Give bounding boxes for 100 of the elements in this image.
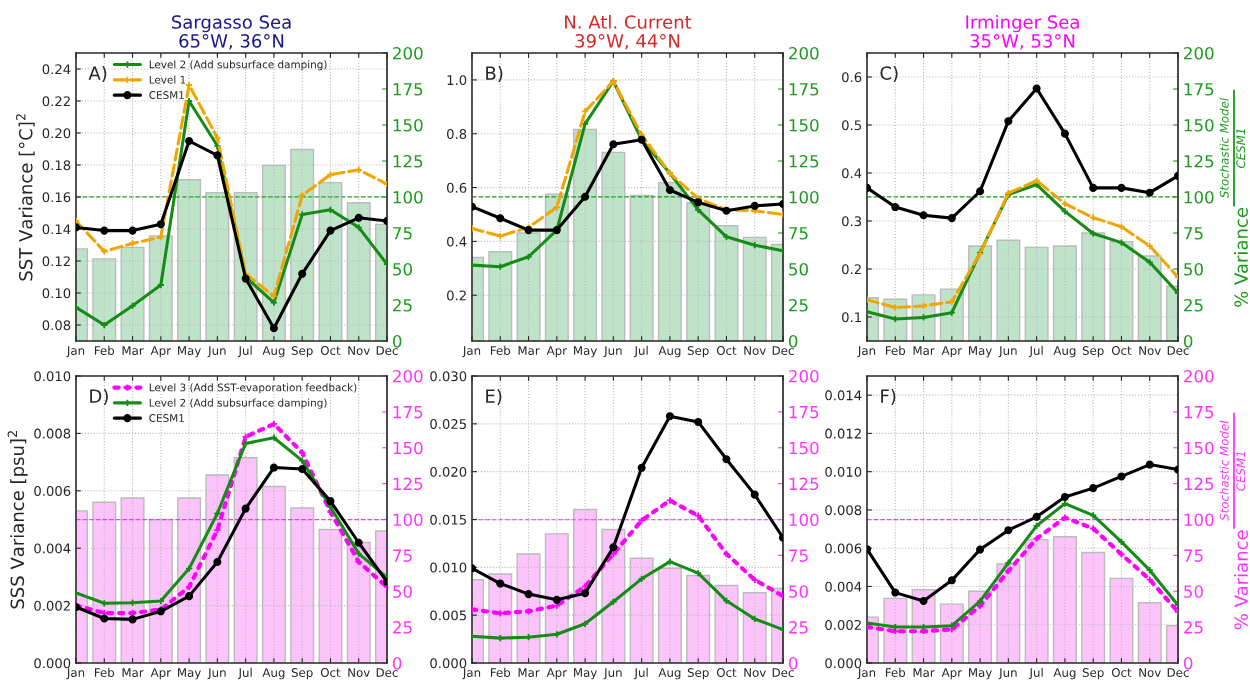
y-tick-label: 0.1 [842, 312, 861, 323]
x-tick-label: Apr [546, 346, 568, 358]
y2-tick-label: 0 [392, 656, 402, 670]
y2-tick-label: 200 [393, 46, 423, 60]
y-tick-label: 0.008 [825, 505, 862, 516]
x-tick-label: Mar [122, 346, 144, 355]
y2-tick-label: 125 [789, 154, 819, 168]
y2-tick-label: 75 [1184, 227, 1203, 240]
x-tick-label: Mar [122, 668, 144, 677]
y-tick-label: 0.012 [825, 428, 861, 439]
x-tick-label: Aug [658, 346, 681, 358]
x-tick-label: Oct [1111, 346, 1132, 355]
y2-tick-label: 200 [1184, 46, 1214, 60]
y2-tick-label: 100 [393, 513, 423, 527]
y2-tick-label: 100 [393, 190, 423, 204]
x-tick-label: May [574, 668, 597, 680]
text: Stochastic Model [1219, 97, 1229, 199]
x-tick-label: Jan [462, 346, 481, 358]
y2-tick-label: 100 [789, 190, 819, 204]
x-tick-label: Oct [716, 668, 737, 677]
x-tick-label: Jul [1028, 345, 1043, 358]
text: CESM1 [1236, 452, 1246, 491]
legend-label: CESM1 [149, 414, 184, 422]
y2-tick-label: 125 [1184, 154, 1214, 168]
y-tick-label: 0.6 [842, 72, 862, 83]
x-tick-label: Oct [1111, 668, 1132, 677]
y2-tick-label: 100 [1184, 190, 1214, 204]
y2-tick-label: 0 [1183, 656, 1193, 670]
x-tick-label: Aug [1053, 668, 1076, 680]
y2-tick-label: 150 [393, 441, 423, 455]
x-tick-label: Jun [207, 346, 226, 358]
x-tick-label: Feb [94, 667, 115, 677]
y-tick-label: 0.16 [42, 192, 71, 203]
x-tick-label: May [178, 346, 201, 358]
text: CESM1 [1236, 129, 1246, 168]
y2-tick-label: 150 [789, 118, 819, 132]
y-tick-label: 0.5 [842, 120, 861, 131]
y2-tick-label: 175 [393, 83, 423, 96]
x-tick-label: Sep [291, 346, 313, 358]
y2-tick-label: 25 [1184, 298, 1203, 312]
x-tick-label: Jan [857, 668, 876, 680]
x-tick-label: Mar [913, 668, 935, 677]
x-tick-label: Jul [237, 667, 252, 680]
y-tick-label: 0.6 [447, 182, 467, 193]
y2-tick-label: 200 [1184, 369, 1214, 383]
y-tick-label: 0.004 [825, 581, 862, 592]
x-tick-label: Apr [150, 668, 172, 680]
x-tick-label: Jun [207, 668, 226, 680]
x-tick-label: Jul [237, 345, 252, 358]
chart-title: N. Atl. Current 39°W, 44°N [565, 14, 692, 50]
y2-tick-label: 100 [1184, 513, 1214, 527]
x-tick-label: Mar [913, 346, 935, 355]
x-tick-label: Sep [1082, 346, 1104, 358]
x-tick-label: Apr [941, 346, 963, 358]
y2-tick-label: 0 [392, 334, 402, 348]
y-tick-label: 0.08 [42, 320, 71, 331]
x-tick-label: Jun [998, 346, 1017, 358]
x-tick-label: Jun [998, 668, 1017, 680]
y2-tick-label: 125 [1184, 477, 1214, 491]
y2-tick-label: 125 [393, 477, 423, 491]
y2-tick-label: 125 [789, 477, 819, 491]
x-tick-label: Jan [857, 346, 876, 358]
y2-tick-label: 0 [1183, 334, 1193, 348]
y-tick-label: 0.2 [842, 264, 861, 275]
x-tick-label: Jul [633, 667, 648, 680]
legend-label: Level 1 [149, 75, 186, 84]
y2-axis-title: % Variance [1233, 207, 1248, 307]
y2-tick-label: 50 [789, 585, 808, 598]
chart-title: Irminger Sea 35°W, 53°N [966, 14, 1079, 50]
x-tick-label: Sep [687, 668, 709, 680]
y2-tick-label: 25 [1184, 621, 1203, 634]
y-tick-label: 0.000 [825, 658, 862, 669]
y2-tick-label: 150 [393, 118, 423, 132]
y-tick-label: 0.030 [430, 371, 467, 382]
y-tick-label: 0.008 [34, 428, 71, 439]
y-tick-label: 0.005 [430, 610, 466, 621]
x-tick-label: Aug [658, 668, 681, 680]
y-tick-label: 0.4 [842, 168, 862, 179]
x-tick-label: Feb [94, 345, 115, 355]
y2-tick-label: 50 [393, 585, 412, 598]
y2-tick-label: 150 [1184, 118, 1214, 132]
y2-tick-label: 200 [789, 369, 819, 383]
x-tick-label: Dec [772, 346, 794, 355]
y2-tick-label: 75 [1184, 549, 1203, 562]
x-tick-label: Oct [320, 668, 341, 677]
x-tick-label: Nov [744, 346, 766, 355]
y2-tick-label: 75 [789, 227, 808, 240]
y2-tick-label: 200 [789, 46, 819, 60]
y-tick-label: 0.8 [447, 128, 467, 139]
legend-label: Level 2 (Add subsurface damping) [149, 398, 327, 409]
y2-tick-label: 25 [789, 298, 808, 312]
y-tick-label: 0.006 [825, 543, 862, 554]
y-tick-label: 0.3 [842, 216, 862, 227]
annotation: F) [881, 388, 896, 406]
x-tick-label: Dec [1167, 668, 1189, 677]
y2-axis-title: % Variance [1233, 530, 1248, 630]
y-tick-label: 0.000 [430, 658, 467, 669]
y-tick-label: 0.20 [42, 128, 71, 139]
x-tick-label: May [574, 346, 597, 358]
y-tick-label: 0.020 [430, 466, 467, 477]
